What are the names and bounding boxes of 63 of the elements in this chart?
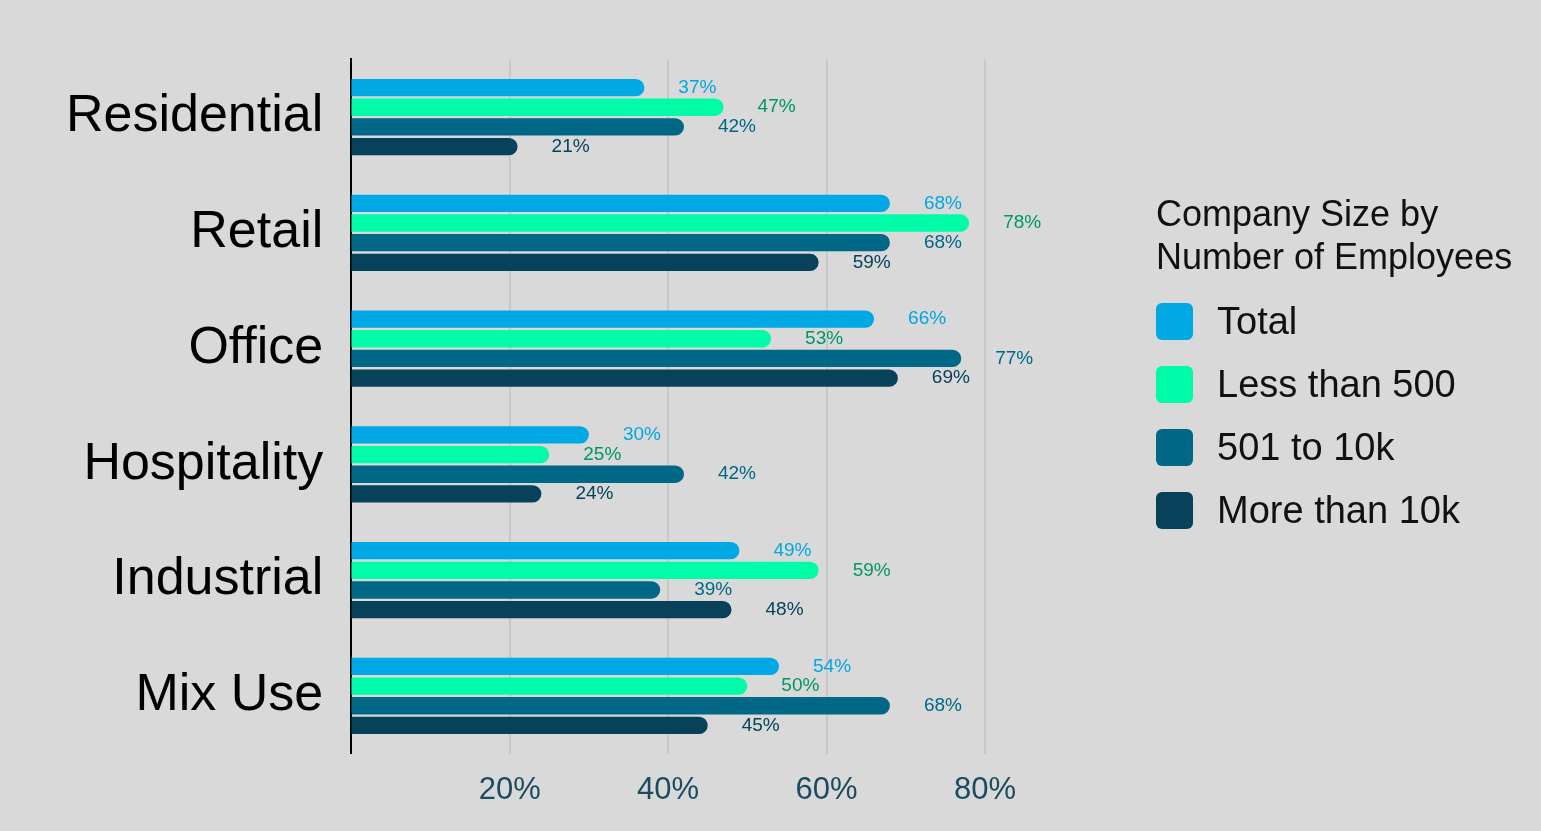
data-label: 37% — [678, 75, 717, 97]
data-label: 21% — [551, 134, 590, 156]
data-label: 68% — [923, 230, 963, 252]
data-label: 53% — [805, 327, 844, 349]
bar — [351, 78, 645, 97]
x-tick-label: 40% — [637, 770, 700, 806]
data-label: 59% — [852, 558, 891, 580]
bar — [351, 98, 724, 116]
data-label: 24% — [575, 482, 614, 504]
data-label: 50% — [781, 674, 820, 696]
legend-title: Company Size by Number of Employees — [1156, 192, 1514, 278]
bar — [351, 561, 819, 579]
data-label: 42% — [717, 462, 757, 484]
legend-label: More than 10k — [1217, 489, 1460, 532]
data-label: 49% — [773, 538, 812, 560]
y-tick-label: Residential — [65, 84, 324, 143]
data-label: 45% — [741, 713, 780, 735]
data-label: 77% — [995, 346, 1034, 368]
data-label: 30% — [622, 423, 662, 445]
bar — [351, 716, 708, 735]
y-tick-label: Industrial — [112, 547, 324, 606]
bar — [351, 369, 898, 387]
bar — [351, 426, 589, 444]
bar — [351, 234, 890, 252]
x-tick-label: 20% — [478, 770, 541, 806]
data-label: 66% — [908, 307, 947, 329]
bar — [351, 310, 875, 328]
bar — [351, 118, 684, 136]
data-label: 54% — [813, 654, 852, 676]
legend-label: 501 to 10k — [1217, 426, 1395, 469]
bar — [351, 194, 890, 212]
y-tick-label: Hospitality — [83, 431, 324, 490]
data-label: 69% — [931, 366, 970, 388]
bar — [351, 697, 890, 715]
x-tick-label: 80% — [953, 770, 1017, 806]
bar — [351, 214, 970, 232]
data-label: 25% — [583, 442, 622, 464]
y-tick-label: Mix Use — [135, 663, 324, 722]
data-label: 68% — [923, 693, 963, 715]
bar — [351, 253, 819, 272]
legend-label: Total — [1217, 300, 1298, 343]
bar — [351, 581, 661, 599]
y-tick-label: Retail — [190, 200, 324, 259]
bar — [351, 657, 780, 676]
bar — [351, 485, 542, 503]
legend-label: Less than 500 — [1217, 363, 1456, 406]
bar — [351, 330, 772, 348]
bar — [351, 349, 962, 368]
bar — [351, 677, 748, 695]
data-label: 48% — [765, 597, 804, 619]
bar — [351, 465, 684, 483]
data-label: 59% — [852, 250, 891, 272]
y-tick-label: Office — [188, 315, 324, 374]
bar — [351, 445, 550, 464]
data-label: 39% — [694, 578, 733, 600]
bar — [351, 137, 518, 156]
bar — [351, 541, 740, 560]
data-label: 47% — [757, 95, 796, 117]
bar — [351, 601, 732, 619]
data-label: 78% — [1003, 211, 1042, 233]
x-tick-label: 60% — [795, 770, 858, 806]
data-label: 68% — [923, 191, 963, 213]
data-label: 42% — [717, 115, 757, 137]
